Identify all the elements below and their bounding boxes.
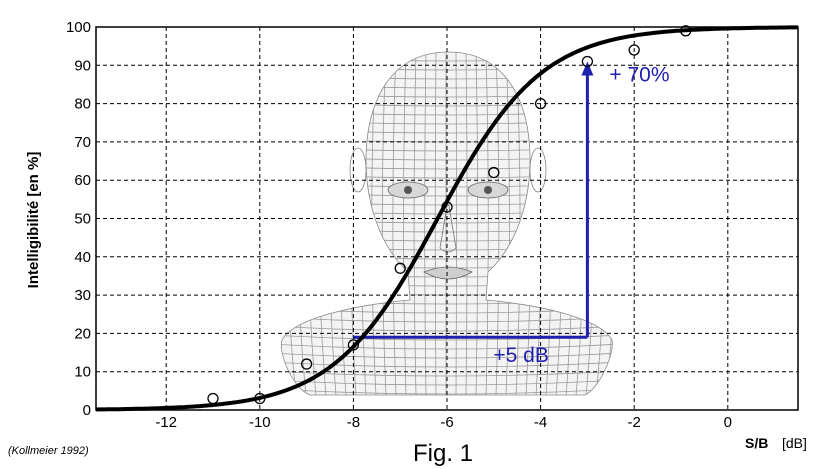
annotation-snr-gain: +5 dB (493, 344, 548, 367)
chart-grid (96, 27, 798, 410)
data-point (581, 55, 594, 68)
x-tick-label: -10 (249, 414, 271, 431)
y-tick-label: 10 (74, 364, 91, 381)
mesh-line (281, 343, 613, 350)
data-point (347, 339, 360, 351)
mesh-line (505, 52, 510, 395)
mesh-line (281, 379, 613, 386)
x-tick-label: -6 (440, 414, 453, 431)
data-point (441, 201, 453, 213)
mesh-line (495, 52, 500, 395)
mesh-line (392, 52, 397, 395)
data-point (254, 392, 266, 405)
chart-axes (95, 26, 799, 411)
mesh-line (281, 361, 613, 368)
mesh-line (413, 52, 417, 395)
y-tick-label: 30 (74, 287, 91, 304)
y-axis-label: Intelligibilité [en %] (25, 152, 42, 289)
x-tick-label: -2 (628, 414, 641, 431)
data-point (207, 392, 219, 405)
mesh-line (403, 52, 407, 395)
plot-frame (95, 26, 799, 411)
y-tick-label: 90 (74, 57, 91, 74)
mesh-line (281, 325, 613, 332)
mesh-line (465, 52, 468, 395)
data-points (207, 25, 692, 405)
x-tick-labels: -12 -10 -8 -6 -4 -2 0 (155, 414, 732, 431)
data-point (300, 358, 313, 370)
x-tick-label: -12 (155, 414, 177, 431)
data-point (680, 25, 692, 37)
y-tick-label: 100 (66, 19, 91, 36)
y-tick-label: 40 (74, 249, 91, 266)
wireframe-head-illustration (266, 50, 626, 396)
y-tick-label: 60 (74, 172, 91, 189)
annotation-intelligibility-gain: + 70% (609, 63, 669, 86)
mesh-line (485, 52, 489, 395)
mesh-line (281, 316, 613, 323)
y-tick-label: 0 (83, 402, 91, 419)
y-tick-label: 70 (74, 134, 91, 151)
mesh-line (266, 50, 276, 396)
mesh-line (381, 52, 387, 395)
y-tick-label: 50 (74, 211, 91, 228)
x-axis-label: S/B (745, 435, 768, 451)
data-point (394, 262, 406, 274)
x-tick-label: -8 (347, 414, 360, 431)
annotations: +5 dB + 70% (353, 61, 670, 367)
arrow-head (581, 61, 594, 76)
x-tick-label: -4 (534, 414, 547, 431)
mesh-line (281, 352, 613, 359)
figure-caption: Fig. 1 (413, 440, 473, 467)
x-axis-unit: [dB] (782, 435, 807, 451)
y-tick-label: 80 (74, 96, 91, 113)
mesh-line (281, 388, 613, 395)
x-tick-label: 0 (724, 414, 732, 431)
mesh-line (281, 370, 613, 377)
data-point (628, 44, 640, 56)
source-note: (Kollmeier 1992) (8, 445, 89, 457)
mesh-line (475, 52, 479, 395)
data-point (534, 97, 547, 110)
mesh-line (616, 50, 626, 396)
y-tick-label: 20 (74, 325, 91, 342)
mesh-line (424, 52, 427, 395)
data-point (488, 166, 500, 179)
y-tick-labels: 0 10 20 30 40 50 60 70 80 90 100 (66, 19, 91, 419)
